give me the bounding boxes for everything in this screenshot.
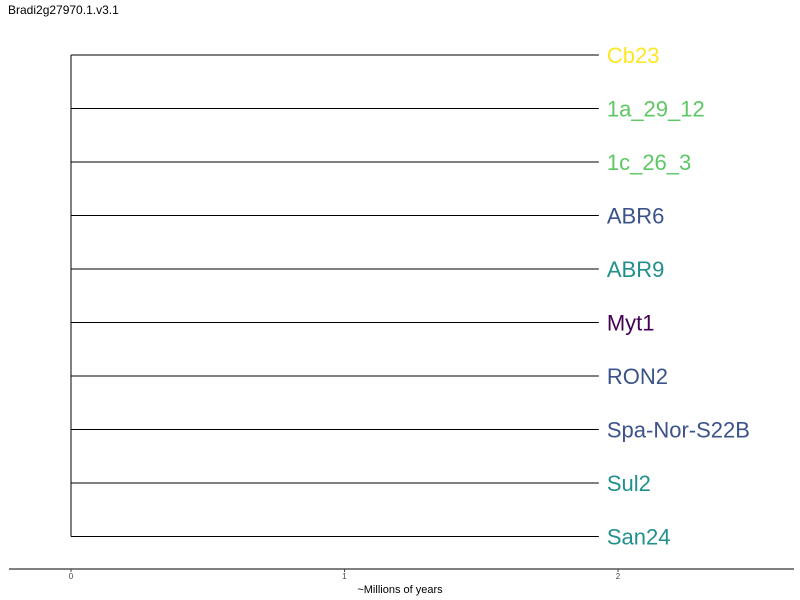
tip-label-ABR6: ABR6	[607, 204, 664, 229]
x-tick-label-2: 2	[616, 572, 621, 581]
tip-label-1a_29_12: 1a_29_12	[607, 97, 705, 122]
tip-label-San24: San24	[607, 525, 671, 550]
tree-branches	[70, 54, 599, 537]
tip-label-Myt1: Myt1	[607, 311, 655, 336]
tip-labels: Cb23 1a_29_12 1c_26_3 ABR6 ABR9 Myt1 RON2 Spa-N…	[607, 43, 750, 550]
x-axis: 0 1 2 ~Millions of years	[9, 568, 794, 596]
tip-label-RON2: RON2	[607, 364, 668, 389]
tip-label-Cb23: Cb23	[607, 43, 660, 68]
x-axis-title: ~Millions of years	[357, 584, 443, 596]
tip-label-Sul2: Sul2	[607, 471, 651, 496]
x-tick-label-0: 0	[69, 572, 74, 581]
x-tick-label-1: 1	[342, 572, 347, 581]
tip-label-Spa-Nor-S22B: Spa-Nor-S22B	[607, 418, 750, 443]
tip-label-1c_26_3: 1c_26_3	[607, 150, 691, 175]
chart-title: Bradi2g27970.1.v3.1	[8, 3, 119, 17]
tip-label-ABR9: ABR9	[607, 257, 664, 282]
